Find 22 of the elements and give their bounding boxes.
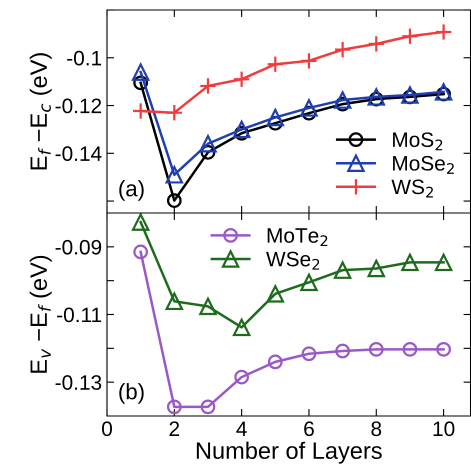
y-axis-title: E$_{f}$ −E$_{c}$ (eV): [30, 53, 52, 170]
legend-label: MoS$_{2}$: [393, 132, 442, 150]
y-tick-label: -0.11: [57, 308, 102, 322]
y-axis-title: E$_{v}$ −E$_{f}$ (eV): [30, 256, 52, 373]
x-tick-label: 4: [236, 422, 247, 436]
annotation: (b): [119, 383, 144, 404]
x-tick-label: 6: [304, 421, 314, 436]
x-tick-label: 0: [102, 421, 112, 436]
y-tick-label: -0.14: [56, 146, 102, 162]
x-tick-label: 10: [434, 421, 454, 436]
x-tick-label: 8: [371, 421, 382, 436]
x-axis-title: Number of Layers: [196, 442, 382, 464]
x-tick-label: 2: [170, 421, 180, 436]
legend-label: MoSe$_{2}$: [393, 156, 454, 174]
y-tick-label: -0.09: [56, 240, 102, 255]
annotation: (a): [119, 180, 144, 201]
y-tick-label: -0.12: [56, 98, 102, 114]
y-tick-label: -0.1: [67, 50, 102, 66]
legend-label: WS$_{2}$: [391, 180, 433, 198]
legend-label: WSe$_{2}$: [266, 252, 320, 270]
legend-label: MoTe$_{2}$: [268, 228, 328, 246]
y-tick-label: -0.13: [56, 375, 102, 390]
